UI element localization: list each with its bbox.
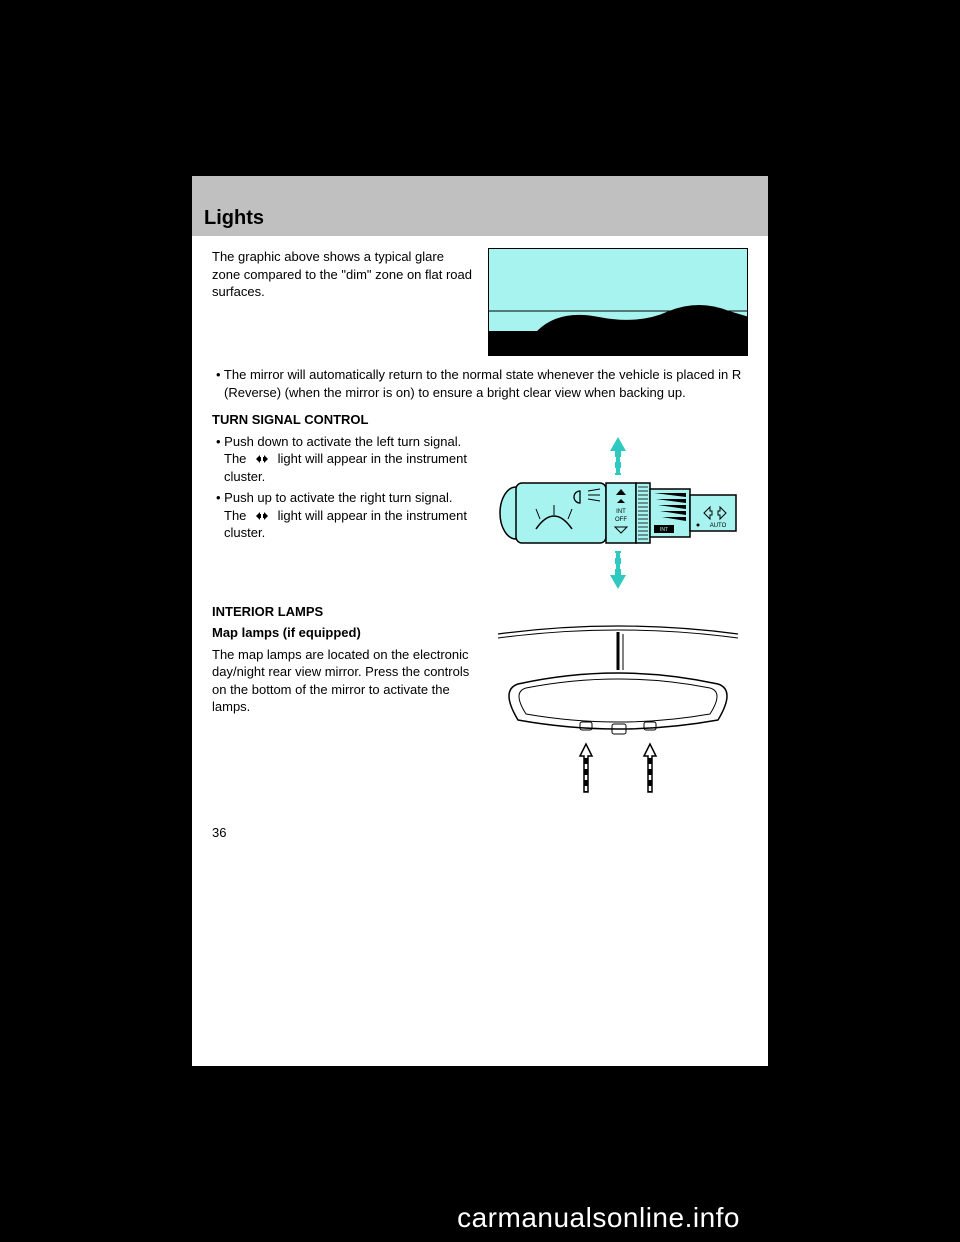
figure-mirror xyxy=(488,624,748,814)
map-lamps-subheading: Map lamps (if equipped) xyxy=(212,624,474,642)
manual-page: Lights The graphic above shows a typical… xyxy=(192,176,768,1066)
watermark: carmanualsonline.info xyxy=(457,1202,740,1234)
svg-text:INT: INT xyxy=(616,509,626,515)
svg-text:AUTO: AUTO xyxy=(710,523,727,529)
svg-text:OFF: OFF xyxy=(615,517,627,523)
dashboard-glare-diagram xyxy=(488,248,748,356)
mirror-diagram xyxy=(488,624,748,814)
page-number: 36 xyxy=(212,824,748,842)
row-map-lamps: Map lamps (if equipped) The map lamps ar… xyxy=(212,624,748,814)
section-header: Lights xyxy=(192,176,768,236)
figure-stalk: INT OFF xyxy=(488,433,748,593)
svg-text:INT: INT xyxy=(660,527,668,533)
row-turn-signal: • Push down to activate the left turn si… xyxy=(212,433,748,593)
glare-text: The graphic above shows a typical glare … xyxy=(212,248,474,356)
map-lamps-text: Map lamps (if equipped) The map lamps ar… xyxy=(212,624,474,814)
turn-signal-text: • Push down to activate the left turn si… xyxy=(212,433,474,593)
turn-signal-heading: TURN SIGNAL CONTROL xyxy=(212,411,748,429)
glare-p1: The graphic above shows a typical glare … xyxy=(212,248,474,301)
map-lamps-p1: The map lamps are located on the electro… xyxy=(212,646,474,716)
turn-left-bullet: • Push down to activate the left turn si… xyxy=(212,433,474,486)
turn-indicator-icon xyxy=(250,508,278,523)
turn-indicator-icon xyxy=(250,451,278,466)
figure-dashboard xyxy=(488,248,748,356)
page-content: The graphic above shows a typical glare … xyxy=(192,236,768,858)
row-glare: The graphic above shows a typical glare … xyxy=(212,248,748,356)
interior-lamps-heading: INTERIOR LAMPS xyxy=(212,603,748,621)
turn-right-bullet: • Push up to activate the right turn sig… xyxy=(212,489,474,542)
turn-signal-stalk-diagram: INT OFF xyxy=(488,433,748,593)
section-title: Lights xyxy=(204,207,264,230)
mirror-reverse-note: • The mirror will automatically return t… xyxy=(212,366,748,401)
